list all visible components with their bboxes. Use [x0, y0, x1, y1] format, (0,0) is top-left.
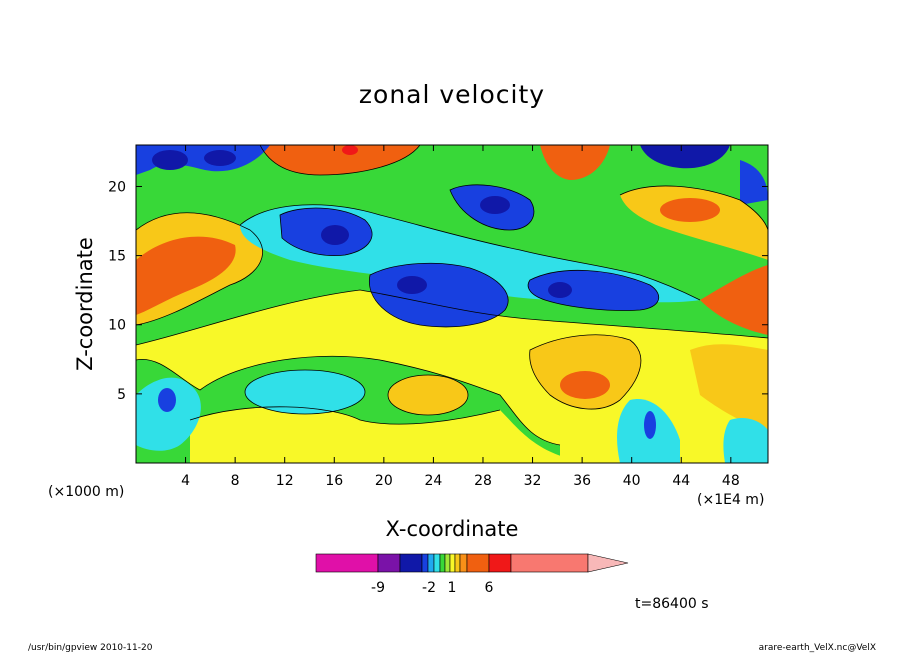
plot-frame [135, 144, 769, 464]
x-tick-label: 44 [672, 473, 690, 489]
footer-right: arare-earth_VelX.nc@VelX [759, 643, 876, 653]
colorbar-tick-label: -9 [371, 580, 385, 596]
colorbar-segment [488, 553, 512, 573]
colorbar-tick-label: 1 [448, 580, 457, 596]
colorbar-segment [510, 553, 589, 573]
footer-left: /usr/bin/gpview 2010-11-20 [28, 643, 153, 653]
x-tick-label: 32 [524, 473, 542, 489]
x-tick-label: 36 [573, 473, 591, 489]
colorbar-segment [315, 553, 379, 573]
colorbar-segment [466, 553, 490, 573]
chart-title: zonal velocity [359, 80, 545, 109]
colorbar-segment [444, 553, 451, 573]
colorbar-tick-labels: -9 -2 1 6 [371, 580, 494, 596]
colorbar-tick-label: -2 [422, 580, 436, 596]
colorbar-segment [459, 553, 468, 573]
x-tick-label: 4 [181, 473, 190, 489]
y-axis: 5 10 15 20 [108, 179, 768, 403]
x-axis-label: X-coordinate [386, 517, 519, 541]
colorbar [315, 553, 629, 573]
x-tick-label: 28 [474, 473, 492, 489]
colorbar-segment [454, 553, 461, 573]
time-label: t=86400 s [635, 596, 709, 612]
colorbar-extend-arrow [587, 553, 629, 573]
y-tick-label: 5 [117, 387, 126, 403]
x-tick-label: 16 [325, 473, 343, 489]
heatmap-field [136, 145, 768, 463]
x-tick-label: 40 [623, 473, 641, 489]
x-axis: 4 8 12 16 20 24 28 32 36 40 44 48 [181, 145, 740, 489]
colorbar-segment [399, 553, 423, 573]
colorbar-segment [433, 553, 441, 573]
colorbar-segment [421, 553, 429, 573]
x-tick-label: 48 [722, 473, 740, 489]
x-tick-label: 8 [231, 473, 240, 489]
x-tick-label: 12 [276, 473, 294, 489]
colorbar-segment [427, 553, 435, 573]
colorbar-segment [439, 553, 446, 573]
colorbar-segment [377, 553, 401, 573]
x-tick-label: 20 [375, 473, 393, 489]
colorbar-tick-label: 6 [485, 580, 494, 596]
y-tick-label: 15 [108, 249, 126, 265]
x-axis-unit-left: (×1000 m) [48, 484, 124, 500]
colorbar-segment [449, 553, 456, 573]
x-tick-label: 24 [424, 473, 442, 489]
y-axis-label: Z-coordinate [73, 237, 97, 371]
y-tick-label: 10 [108, 318, 126, 334]
y-tick-label: 20 [108, 179, 126, 195]
x-axis-unit-right: (×1E4 m) [697, 492, 764, 508]
